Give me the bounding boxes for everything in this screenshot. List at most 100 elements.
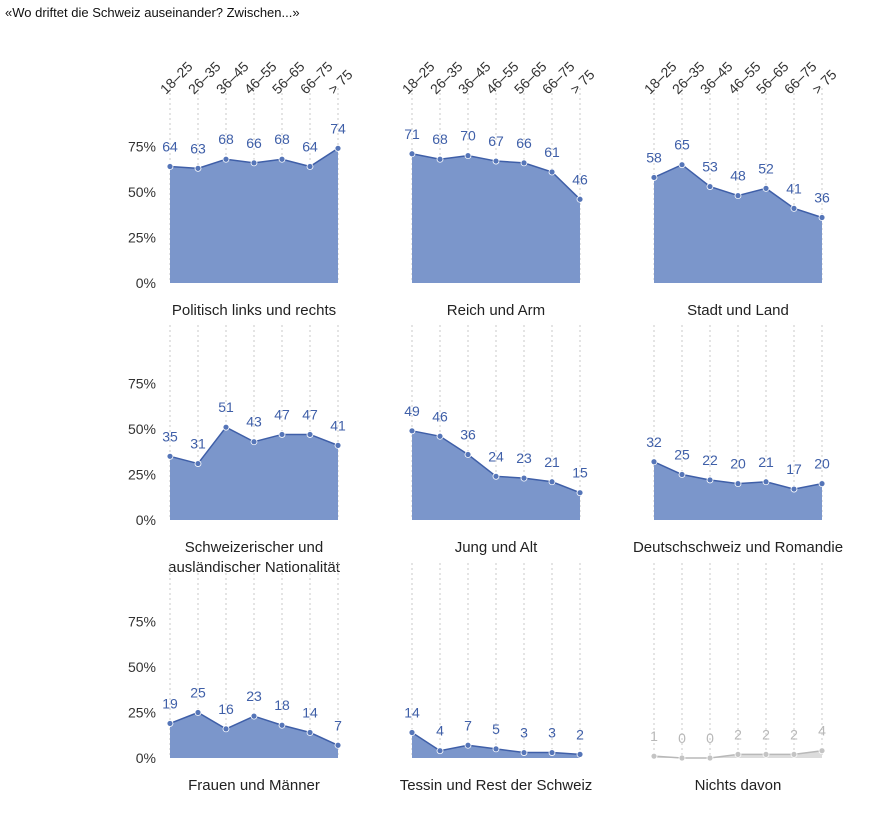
data-point [250, 712, 258, 720]
data-label: 36 [814, 189, 830, 205]
data-label: 4 [436, 723, 444, 739]
data-point [278, 155, 286, 163]
panel: 19 25 16 23 18 14 7 Frauen und Männer [162, 563, 342, 794]
data-point [706, 183, 714, 190]
data-point [706, 476, 714, 484]
data-point [818, 747, 826, 755]
data-label: 22 [702, 452, 718, 468]
data-label: 5 [492, 721, 500, 737]
data-point [222, 423, 230, 431]
data-point [678, 754, 686, 762]
panel-label: Schweizerischer und ausländischer Nationa… [168, 539, 341, 576]
panel: 14 4 7 5 3 3 2 Tessin und Rest der Schweiz [400, 563, 592, 794]
data-label: 3 [520, 725, 528, 741]
data-label: 64 [302, 139, 318, 155]
data-point [520, 749, 528, 756]
data-label: 47 [274, 406, 290, 422]
data-point [436, 747, 444, 755]
data-point [464, 152, 472, 160]
data-point [408, 150, 416, 158]
data-point [278, 431, 286, 438]
data-label: 15 [572, 465, 588, 481]
data-label: 4 [818, 723, 826, 739]
data-point [650, 458, 658, 466]
data-label: 32 [646, 434, 662, 450]
data-point [762, 184, 770, 192]
data-point [762, 750, 770, 758]
panel-label: Frauen und Männer [188, 777, 320, 794]
y-tick-label: 50% [128, 184, 156, 200]
data-label: 71 [404, 126, 420, 142]
data-label: 43 [246, 414, 262, 430]
data-point [222, 725, 230, 733]
y-tick-label: 0% [136, 750, 156, 766]
data-label: 66 [246, 135, 262, 151]
data-point [492, 157, 500, 165]
data-point [492, 472, 500, 480]
data-label: 46 [432, 408, 448, 424]
series-area [412, 153, 580, 283]
data-point [576, 195, 584, 203]
y-tick-label: 50% [128, 659, 156, 675]
panel-label: Nichts davon [695, 777, 782, 794]
series-area [170, 712, 338, 758]
data-point [734, 750, 742, 758]
data-label: 21 [758, 454, 774, 470]
data-label: 0 [706, 730, 714, 746]
data-label: 20 [814, 456, 830, 472]
data-point [334, 441, 342, 449]
data-label: 3 [548, 725, 556, 741]
y-tick-label: 0% [136, 512, 156, 528]
data-label: 21 [544, 454, 560, 470]
data-point [678, 161, 686, 169]
data-label: 46 [572, 171, 588, 187]
data-label: 31 [190, 436, 206, 452]
data-label: 25 [674, 447, 690, 463]
panel: 64 63 68 66 68 64 74 Politisch links und rechts [162, 88, 346, 319]
panel: 58 65 53 48 52 41 36 Stadt und Land [646, 88, 830, 319]
data-label: 2 [734, 726, 742, 742]
y-tick-label: 75% [128, 139, 156, 155]
series-area [170, 148, 338, 283]
data-label: 7 [334, 717, 342, 733]
data-label: 64 [162, 139, 178, 155]
data-label: 2 [576, 726, 584, 742]
data-label: 68 [432, 131, 448, 147]
y-tick-label: 75% [128, 376, 156, 392]
panel-label: Deutschschweiz und Romandie [633, 539, 843, 556]
panel-label: Politisch links und rechts [172, 302, 336, 319]
data-point [520, 474, 528, 482]
data-label: 24 [488, 448, 504, 464]
data-label: 17 [786, 461, 802, 477]
data-point [548, 478, 556, 486]
data-point [464, 451, 472, 458]
data-point [408, 427, 416, 435]
data-point [790, 204, 798, 212]
panel: 1 0 0 2 2 2 4 Nichts davon [650, 563, 826, 794]
data-point [818, 214, 826, 221]
panel-label: Reich und Arm [447, 302, 545, 319]
data-point [334, 741, 342, 749]
data-label: 52 [758, 160, 774, 176]
data-label: 16 [218, 701, 234, 717]
data-label: 67 [488, 133, 504, 149]
data-point [706, 754, 714, 762]
series-area [654, 164, 822, 283]
y-tick-label: 0% [136, 275, 156, 291]
data-point [166, 720, 174, 727]
panel: 35 31 51 43 47 47 41 Schweizerischer und ausländ… [162, 325, 346, 576]
data-label: 2 [790, 726, 798, 742]
data-label: 41 [330, 417, 346, 433]
panel-label: Jung und Alt [455, 539, 538, 556]
data-point [306, 431, 314, 438]
data-label: 36 [460, 426, 476, 442]
panel: 49 46 36 24 23 21 15 Jung und Alt [404, 325, 588, 556]
data-label: 19 [162, 695, 178, 711]
data-label: 35 [162, 428, 178, 444]
data-point [548, 749, 556, 756]
panel: 71 68 70 67 66 61 46 Reich und Arm [404, 88, 588, 319]
data-point [408, 729, 416, 736]
data-point [166, 163, 174, 170]
data-point [734, 480, 742, 488]
data-label: 49 [404, 403, 420, 419]
